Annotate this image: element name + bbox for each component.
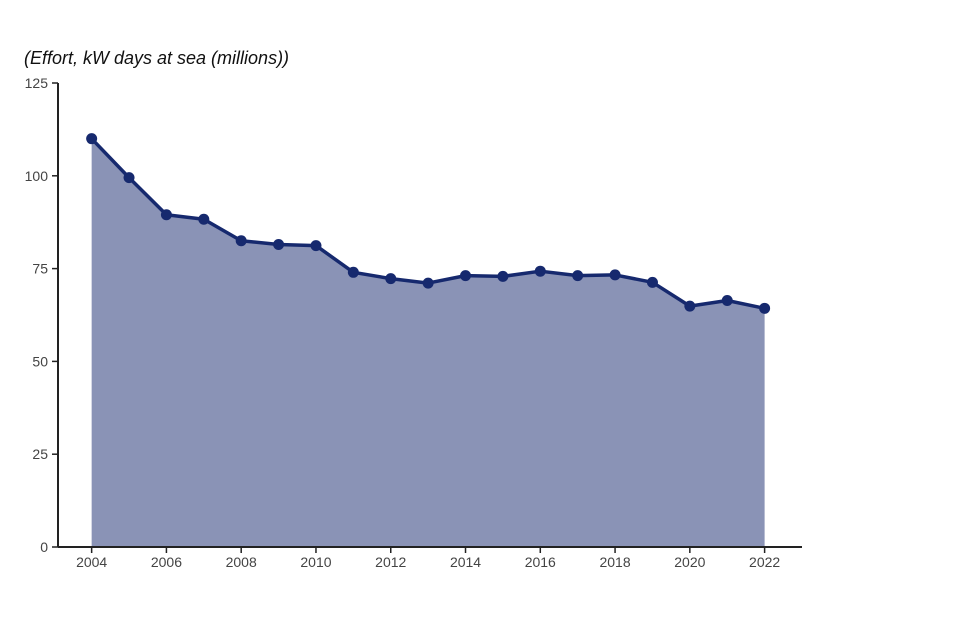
data-point (422, 277, 434, 289)
data-point (721, 295, 733, 307)
data-point (273, 238, 285, 250)
data-point (497, 270, 509, 282)
data-point (572, 270, 584, 282)
y-tick-label: 25 (32, 446, 48, 462)
data-point (646, 276, 658, 288)
y-tick-label: 75 (32, 261, 48, 277)
x-tick-label: 2008 (226, 554, 257, 570)
data-point (198, 213, 210, 225)
area-fill (91, 138, 765, 547)
data-point (460, 270, 472, 282)
x-tick-label: 2018 (599, 554, 630, 570)
x-tick-label: 2020 (674, 554, 705, 570)
x-tick-label: 2014 (450, 554, 481, 570)
data-point (684, 300, 696, 312)
data-point (123, 172, 135, 184)
x-tick-label: 2004 (76, 554, 107, 570)
data-point (759, 302, 771, 314)
x-tick-label: 2022 (749, 554, 780, 570)
data-point (385, 273, 397, 285)
data-point (86, 133, 98, 145)
data-point (347, 266, 359, 278)
data-point (160, 209, 172, 221)
x-tick-label: 2010 (300, 554, 331, 570)
y-tick-label: 0 (40, 539, 48, 555)
y-tick-label: 100 (25, 168, 49, 184)
x-tick-label: 2006 (151, 554, 182, 570)
data-point (609, 269, 621, 281)
x-tick-label: 2016 (525, 554, 556, 570)
data-point (235, 235, 247, 247)
y-tick-label: 50 (32, 353, 48, 369)
y-axis-label: (Effort, kW days at sea (millions)) (24, 48, 290, 68)
y-tick-label: 125 (25, 75, 49, 91)
data-point (534, 265, 546, 277)
x-tick-label: 2012 (375, 554, 406, 570)
data-point (310, 240, 322, 252)
